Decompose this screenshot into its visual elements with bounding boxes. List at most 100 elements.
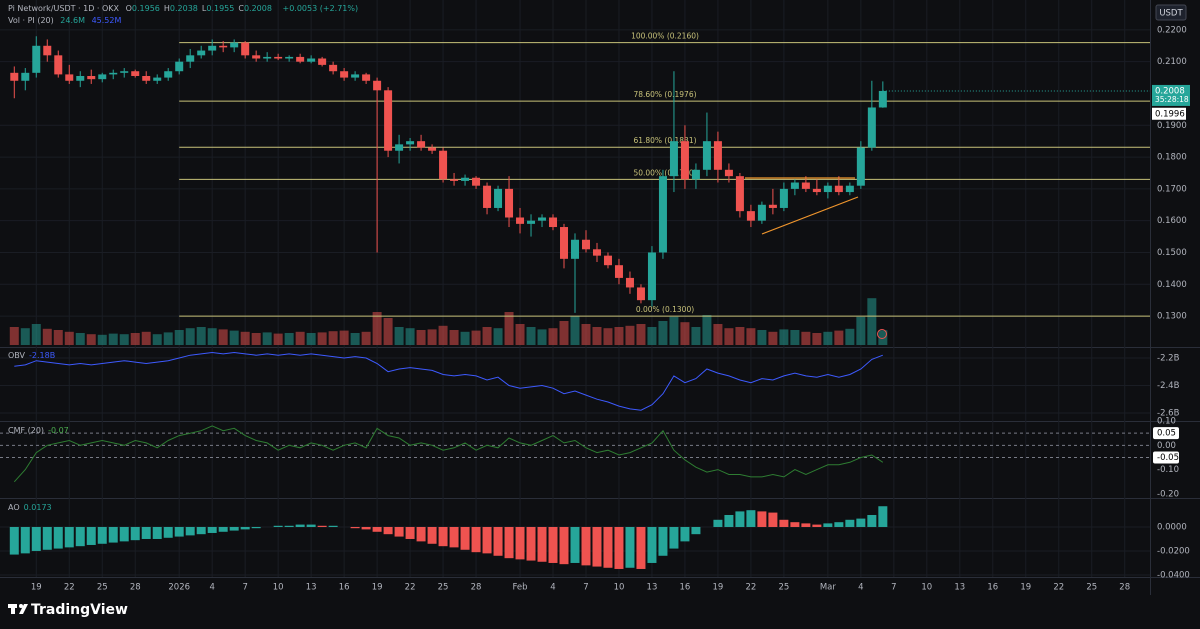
symbol-legend: Pi Network/USDT · 1D · OKX O0.1956 H0.203…: [8, 4, 362, 13]
ohlc-value: 0.2038: [169, 4, 198, 13]
volume-bar: [174, 330, 184, 345]
ao-bar: [724, 514, 734, 527]
volume-bar: [680, 322, 690, 345]
y-tick-label: 0.1400: [1157, 280, 1187, 290]
tick-highlight: [1153, 427, 1179, 440]
ao-bar: [647, 526, 657, 563]
candle-body: [65, 74, 74, 81]
volume-bar: [53, 330, 63, 345]
volume-bar: [207, 328, 217, 345]
candle-body: [724, 169, 733, 177]
currency-box[interactable]: [1155, 4, 1187, 21]
candle-body: [603, 255, 612, 266]
ao-bar: [581, 526, 591, 566]
volume-bar: [559, 321, 569, 345]
candle-body: [428, 147, 437, 151]
ao-bar: [680, 526, 690, 542]
y-tick-label: 0.1800: [1157, 153, 1187, 163]
volume-bar: [196, 327, 206, 345]
x-tick-label: 4: [209, 583, 214, 593]
x-tick-label: 22: [1053, 583, 1064, 593]
ao-bar: [361, 526, 371, 530]
ohlc-value: 0.1955: [206, 4, 235, 13]
volume-bar: [361, 331, 371, 345]
volume-bar: [592, 327, 602, 345]
pattern-line: [761, 196, 859, 235]
volume-legend: Vol · PI (20) 24.6M 45.52M: [8, 16, 125, 25]
y-tick-label: -2.2B: [1157, 353, 1180, 363]
ao-bar: [801, 523, 811, 527]
y-tick-label: 0.2200: [1157, 25, 1187, 35]
volume-bar: [493, 328, 503, 345]
volume-bar: [515, 324, 525, 345]
y-tick-label: 0.05: [1157, 429, 1176, 439]
x-tick-label: 16: [987, 583, 998, 593]
volume-bar: [328, 331, 338, 345]
volume-ma: 45.52M: [91, 16, 122, 25]
alert-icon[interactable]: [877, 329, 887, 339]
ao-bar: [196, 526, 206, 535]
volume-bar: [240, 331, 250, 345]
ao-bar: [119, 526, 129, 542]
pane-title: AO: [8, 503, 20, 512]
candle-body: [395, 144, 404, 151]
candle-body: [790, 182, 799, 189]
y-tick-label: -2.4B: [1157, 381, 1180, 391]
ao-bar: [350, 526, 360, 529]
ao-bar: [845, 519, 855, 527]
ao-bar: [295, 524, 305, 527]
volume-bar: [482, 327, 492, 345]
candle-body: [318, 58, 327, 65]
ao-bar: [372, 526, 382, 532]
candle-body: [516, 217, 525, 224]
volume-bar: [878, 330, 888, 345]
volume-bar: [834, 330, 844, 345]
x-tick-label: 19: [31, 583, 42, 593]
y-tick-label: -0.20: [1157, 489, 1179, 499]
ao-bar: [867, 514, 877, 527]
ao-bar: [570, 526, 580, 563]
y-tick-label: -0.10: [1157, 465, 1179, 475]
ao-bar: [141, 526, 151, 539]
ao-bar: [636, 526, 646, 569]
volume-bar: [86, 334, 96, 345]
candle-body: [538, 217, 547, 221]
ao-bar: [768, 512, 778, 527]
ao-bar: [449, 526, 459, 548]
candle-body: [647, 252, 656, 301]
volume-bar: [757, 330, 767, 345]
candle-body: [483, 185, 492, 208]
volume-bar: [647, 327, 657, 345]
marker-price-box: [1152, 107, 1186, 120]
candle-body: [230, 42, 239, 48]
candle-body: [834, 185, 843, 193]
pane-title: CMF (20): [8, 426, 45, 435]
x-tick-label: Mar: [820, 583, 837, 593]
y-tick-label: 0.0000: [1157, 522, 1187, 532]
x-tick-label: 19: [372, 583, 383, 593]
candle-body: [164, 71, 173, 78]
candle-body: [461, 177, 470, 181]
candle-body: [845, 185, 854, 193]
obv-legend: OBV -2.18B: [8, 351, 59, 360]
candle-body: [801, 182, 810, 189]
fib-label: 0.00% (0.1300): [636, 305, 694, 314]
symbol[interactable]: Pi Network/USDT · 1D · OKX: [8, 4, 120, 13]
ao-bar: [515, 526, 525, 560]
volume-bar: [581, 324, 591, 345]
candle-body: [406, 141, 415, 145]
candle-body: [296, 56, 305, 62]
ao-bar: [537, 526, 547, 562]
currency[interactable]: USDT: [1159, 9, 1183, 19]
fib-label: 78.60% (0.1976): [633, 90, 696, 99]
candle-body: [109, 72, 118, 75]
ao-bar: [823, 523, 833, 527]
volume-bar: [31, 324, 41, 345]
volume-bar: [141, 331, 151, 345]
ao-bar: [482, 526, 492, 554]
candle-body: [658, 176, 667, 253]
ao-bar: [185, 526, 195, 536]
volume-bar: [702, 315, 712, 345]
candle-body: [735, 176, 744, 212]
